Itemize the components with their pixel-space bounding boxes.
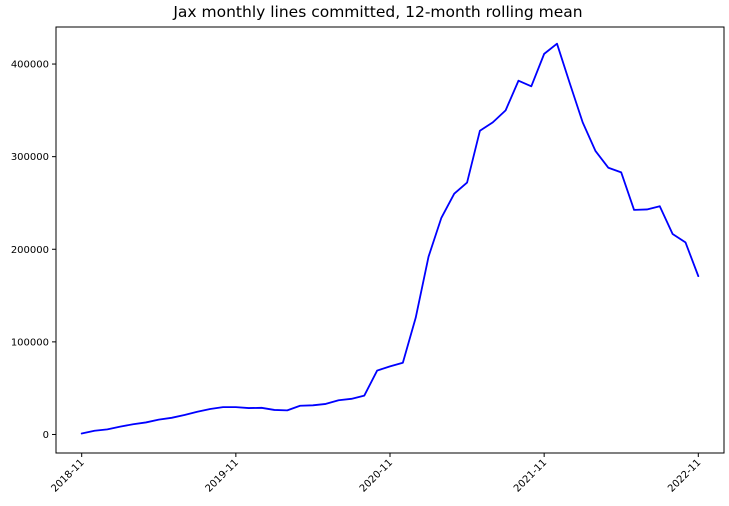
data-points [81, 43, 700, 435]
y-tick-label: 200000 [11, 245, 49, 256]
plot-area: 0 100000 200000 300000 400000 2018-11 2019-11… [11, 26, 725, 495]
x-tick-label: 2019-11 [204, 457, 241, 494]
x-tick-label: 2022-11 [666, 457, 703, 494]
y-axis: 0 100000 200000 300000 400000 [11, 60, 56, 441]
chart-title: Jax monthly lines committed, 12-month ro… [172, 3, 582, 21]
plot-frame [55, 26, 725, 454]
y-tick-label: 0 [43, 430, 49, 441]
y-tick-label: 300000 [11, 152, 49, 163]
x-tick-label: 2018-11 [49, 457, 86, 494]
x-axis: 2018-11 2019-11 2020-11 2021-11 2022-11 [49, 453, 703, 495]
x-tick-label: 2020-11 [358, 457, 395, 494]
y-tick-label: 100000 [11, 337, 49, 348]
x-tick-label: 2021-11 [512, 457, 549, 494]
series-line [80, 42, 700, 435]
y-tick-label: 400000 [11, 60, 49, 71]
